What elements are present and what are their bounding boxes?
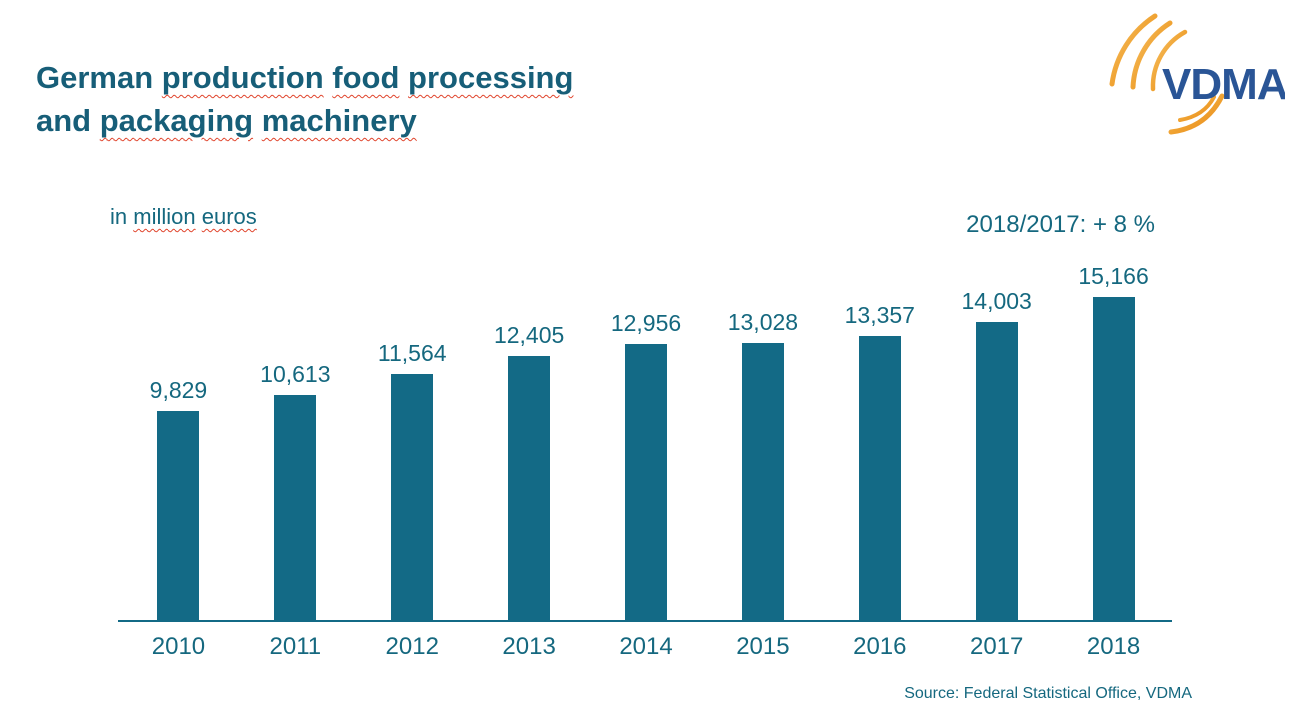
bar-value-label: 11,564 bbox=[377, 340, 447, 366]
title-word: food bbox=[332, 60, 400, 95]
x-axis-labels: 2010 2011 2012 2013 2014 2015 2016 2017 2018 bbox=[120, 633, 1172, 661]
bar-value-label: 14,003 bbox=[961, 288, 1032, 314]
unit-word: million bbox=[133, 204, 196, 229]
bar bbox=[508, 356, 551, 622]
bar bbox=[975, 322, 1018, 622]
bar-group: 14,003 bbox=[938, 288, 1055, 622]
bar-group: 11,564 bbox=[354, 340, 471, 622]
page-title-line2: and packaging machinery bbox=[36, 99, 573, 142]
bar-value-label: 13,028 bbox=[727, 309, 799, 335]
title-word: machinery bbox=[261, 103, 417, 138]
bar bbox=[1092, 297, 1135, 622]
unit-label: in million euros bbox=[110, 204, 257, 230]
bar bbox=[625, 344, 667, 622]
growth-annotation: 2018/2017: + 8 % bbox=[966, 211, 1155, 238]
x-axis-label: 2012 bbox=[385, 633, 439, 660]
x-axis-label: 2016 bbox=[853, 633, 907, 660]
x-axis-line bbox=[118, 620, 1172, 622]
bar-group: 13,357 bbox=[821, 302, 938, 622]
page-title: German production food processing and pa… bbox=[36, 56, 573, 142]
unit-word: in bbox=[110, 204, 128, 229]
bar-value-label: 9,829 bbox=[149, 377, 208, 403]
title-word: production bbox=[161, 60, 324, 95]
bar-group: 13,028 bbox=[704, 309, 821, 622]
x-axis-label: 2011 bbox=[269, 633, 322, 660]
plot-area: 9,829 10,613 11,564 12,405 12,956 13,028 13,35… bbox=[120, 255, 1172, 622]
bar bbox=[157, 411, 200, 622]
bar-value-label: 15,166 bbox=[1078, 263, 1149, 289]
bar-group: 15,166 bbox=[1055, 263, 1172, 622]
page-title-line1: German production food processing bbox=[36, 56, 573, 99]
title-word: processing bbox=[408, 60, 574, 95]
bar-value-label: 12,956 bbox=[610, 310, 682, 336]
logo-arcs-upper bbox=[1109, 13, 1188, 92]
x-axis-label: 2018 bbox=[1086, 633, 1141, 660]
vdma-logo-graphic: VDMA bbox=[1109, 13, 1289, 135]
bar-group: 9,829 bbox=[120, 377, 237, 622]
x-axis-label: 2013 bbox=[502, 633, 556, 660]
title-word: German bbox=[36, 60, 154, 95]
bar bbox=[858, 336, 901, 622]
bar-group: 12,405 bbox=[471, 322, 588, 622]
bar-group: 10,613 bbox=[237, 361, 354, 622]
bar-value-label: 12,405 bbox=[493, 322, 565, 348]
x-axis-label: 2014 bbox=[619, 633, 673, 660]
logo-arcs-lower bbox=[1168, 93, 1225, 135]
bar-group: 12,956 bbox=[588, 310, 705, 622]
x-axis-label: 2015 bbox=[736, 633, 790, 660]
bar-value-label: 13,357 bbox=[844, 302, 915, 328]
bar bbox=[274, 395, 317, 622]
bar-value-label: 10,613 bbox=[260, 361, 331, 387]
bar bbox=[741, 343, 784, 622]
bar bbox=[391, 374, 434, 622]
vdma-logo: VDMA bbox=[1103, 8, 1289, 138]
logo-text: VDMA bbox=[1162, 60, 1285, 109]
title-word: packaging bbox=[99, 103, 254, 138]
title-word: and bbox=[36, 103, 92, 138]
x-axis-label: 2010 bbox=[151, 633, 206, 660]
source-note: Source: Federal Statistical Office, VDMA bbox=[904, 685, 1192, 702]
x-axis-label: 2017 bbox=[969, 633, 1024, 660]
unit-word: euros bbox=[201, 204, 257, 229]
